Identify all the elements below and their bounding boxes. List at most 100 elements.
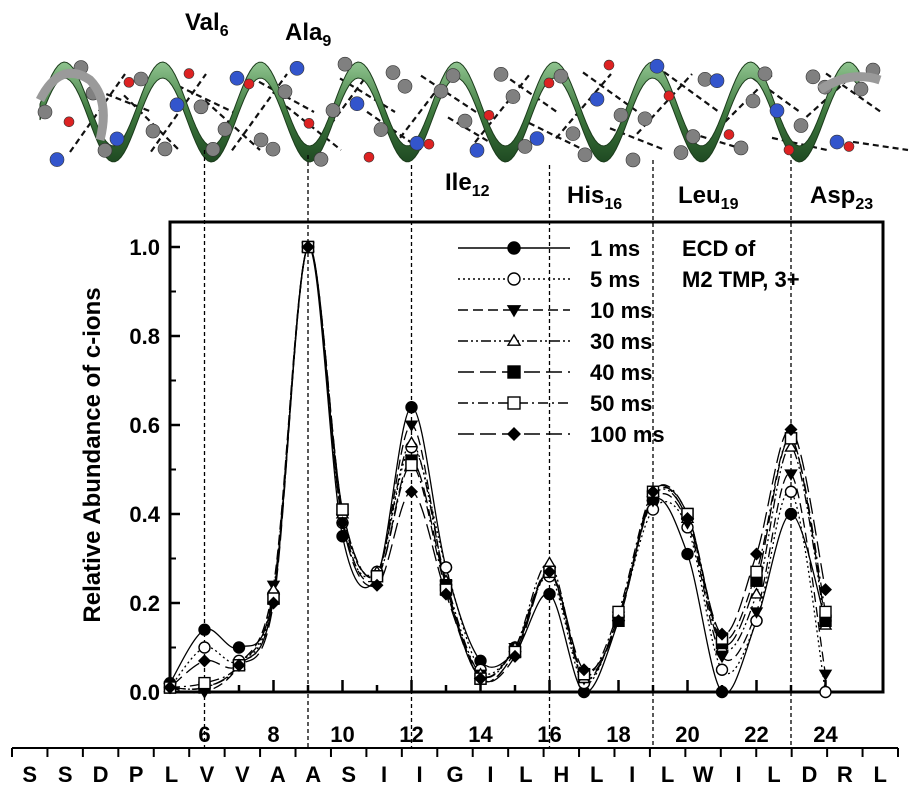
data-point — [819, 605, 832, 619]
atom — [217, 121, 233, 137]
x-tick-label: 14 — [468, 722, 493, 747]
sequence-residue: V — [200, 762, 215, 787]
legend-label: 50 ms — [590, 391, 652, 416]
sequence-residue: S — [341, 762, 356, 787]
atom — [613, 107, 629, 123]
y-tick-label: 0.4 — [129, 502, 160, 527]
atom — [423, 138, 435, 150]
data-point — [715, 663, 729, 676]
residue-label: Leu19 — [678, 182, 739, 213]
x-axis: 6 8 10 12 14 16 18 20 22 24 — [168, 680, 838, 747]
y-tick-label: 0.0 — [129, 680, 160, 705]
atom — [373, 122, 389, 137]
atom — [123, 77, 135, 88]
hbond-line — [150, 73, 207, 153]
atom — [565, 126, 581, 141]
data-point — [301, 240, 315, 254]
sequence-residue: I — [735, 762, 741, 787]
sequence-residue: I — [629, 762, 635, 787]
x-tick-label: 8 — [267, 722, 279, 747]
atom — [493, 67, 509, 82]
data-point — [681, 511, 694, 525]
data-point — [818, 669, 833, 682]
legend-label: 100 ms — [590, 422, 665, 447]
atom — [733, 140, 749, 156]
sequence-residue: L — [767, 762, 780, 787]
hbond-line — [123, 94, 180, 151]
sequence-residue: L — [661, 762, 674, 787]
data-point — [507, 396, 521, 410]
terminal-tube — [817, 72, 882, 94]
data-point — [439, 561, 453, 574]
sequence-residue: S — [22, 762, 37, 787]
series-markers — [163, 240, 833, 699]
sequence-residue: L — [590, 762, 603, 787]
atom — [853, 81, 869, 97]
atom — [109, 131, 125, 147]
hbond-line — [69, 73, 126, 153]
residue-label: Ala9 — [285, 19, 331, 50]
atom — [483, 109, 495, 121]
data-point — [819, 685, 832, 699]
atom — [829, 134, 845, 150]
sequence-residue: V — [235, 762, 250, 787]
hbond-line — [204, 99, 261, 151]
data-point — [474, 672, 487, 686]
atom — [685, 129, 701, 144]
annotation-line: M2 TMP, 3+ — [682, 267, 800, 292]
atom — [529, 131, 545, 146]
atom — [63, 116, 75, 128]
atom — [277, 84, 293, 99]
atom — [783, 144, 795, 156]
atom — [757, 66, 773, 82]
data-point — [405, 401, 418, 414]
sequence-residue: L — [874, 762, 887, 787]
annotation-ecd: ECD of M2 TMP, 3+ — [682, 236, 800, 292]
data-point — [715, 627, 729, 641]
legend: 1 ms 5 ms 10 ms 30 ms 40 ms 50 ms 100 ms — [458, 236, 665, 447]
x-tick-label: 10 — [330, 722, 354, 747]
data-point — [507, 241, 521, 255]
hbond-line — [663, 71, 720, 113]
sequence-residue: L — [165, 762, 178, 787]
hbond-line — [501, 72, 558, 113]
atom — [157, 141, 173, 157]
sequence-residue: D — [801, 762, 817, 787]
data-point — [266, 582, 281, 595]
residue-label: Val6 — [185, 9, 229, 40]
atom — [97, 143, 113, 158]
data-point — [163, 681, 177, 695]
data-point — [336, 516, 349, 530]
legend-label: 5 ms — [590, 267, 640, 292]
atom — [805, 69, 821, 85]
sequence-residue: A — [305, 762, 321, 787]
y-tick-label: 0.6 — [129, 413, 160, 438]
data-point — [507, 272, 521, 286]
data-point — [749, 607, 764, 619]
atom — [625, 152, 641, 168]
atom — [553, 68, 569, 84]
sequence-residue: H — [553, 762, 569, 787]
atom — [709, 73, 725, 89]
x-tick-label: 24 — [813, 722, 838, 747]
atom — [363, 151, 375, 163]
data-point — [750, 547, 763, 561]
residue-label: Asp23 — [810, 182, 873, 213]
sequence-residue: I — [416, 762, 422, 787]
series-line — [169, 246, 827, 689]
atom — [313, 152, 329, 167]
data-point — [198, 623, 211, 636]
atom — [183, 68, 195, 79]
atom — [169, 97, 185, 113]
y-tick-label: 1.0 — [129, 235, 160, 260]
legend-label: 1 ms — [590, 236, 640, 261]
atom — [205, 142, 221, 157]
atom — [243, 78, 255, 90]
x-tick-label: 16 — [537, 722, 561, 747]
sequence-residue: D — [93, 762, 109, 787]
atom — [409, 135, 425, 151]
data-point — [232, 658, 246, 672]
data-point — [543, 565, 556, 579]
sequence-residue: P — [129, 762, 144, 787]
